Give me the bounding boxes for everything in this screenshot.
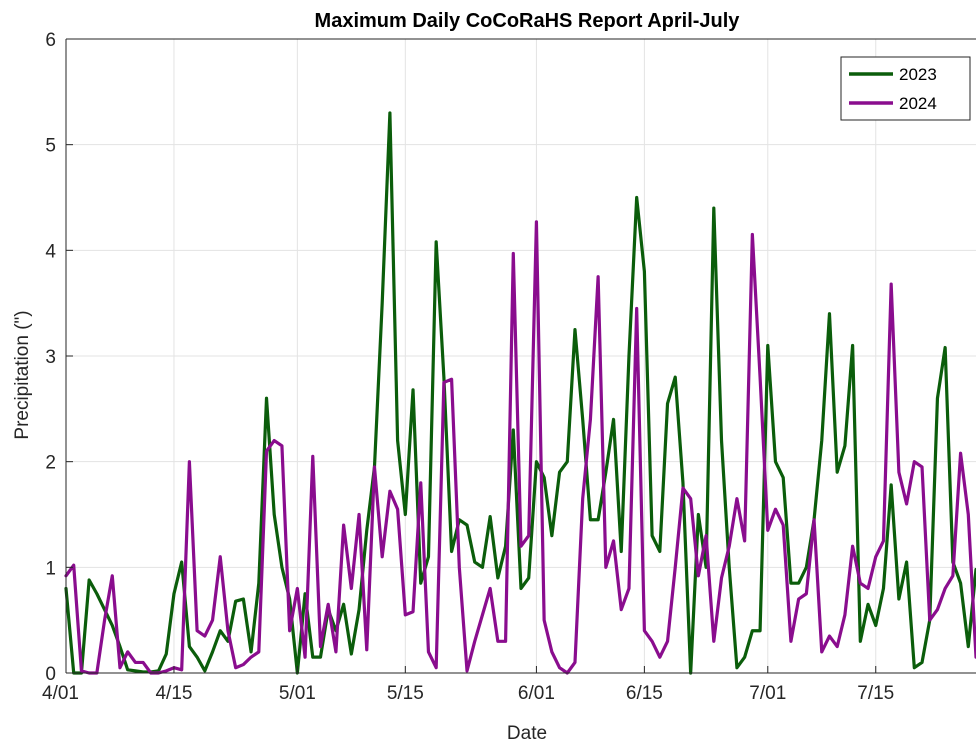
y-tick-label: 0 bbox=[45, 664, 56, 685]
legend-label-2024: 2024 bbox=[899, 94, 937, 113]
legend-box bbox=[840, 56, 971, 121]
x-tick-label: 4/01 bbox=[42, 683, 79, 704]
y-tick-label: 2 bbox=[45, 453, 56, 474]
legend-label-2023: 2023 bbox=[899, 65, 937, 84]
y-tick-label: 4 bbox=[45, 241, 56, 262]
series-line-2023 bbox=[64, 111, 976, 675]
x-tick-label: 6/15 bbox=[626, 683, 663, 704]
y-tick-label: 1 bbox=[45, 558, 56, 579]
x-axis-label: Date bbox=[507, 723, 547, 744]
x-tick-label: 7/15 bbox=[857, 683, 894, 704]
tick-marks-and-labels: 0 1 2 3 4 5 6 4/01 4/15 5/01 5/15 6/01 6/15 7/01 7/15 bbox=[42, 30, 894, 704]
y-tick-label: 5 bbox=[45, 136, 56, 157]
x-tick-label: 5/15 bbox=[387, 683, 424, 704]
series-lines bbox=[64, 111, 976, 675]
x-tick-label: 4/15 bbox=[155, 683, 192, 704]
series-line-2024 bbox=[64, 220, 976, 675]
x-tick-label: 6/01 bbox=[518, 683, 555, 704]
x-tick-label: 5/01 bbox=[279, 683, 316, 704]
chart-title: Maximum Daily CoCoRaHS Report April-July bbox=[315, 10, 741, 32]
y-axis-label: Precipitation (") bbox=[12, 310, 33, 439]
y-tick-label: 3 bbox=[45, 347, 56, 368]
legend: 2023 2024 bbox=[840, 56, 971, 121]
y-tick-label: 6 bbox=[45, 30, 56, 51]
x-tick-label: 7/01 bbox=[749, 683, 786, 704]
